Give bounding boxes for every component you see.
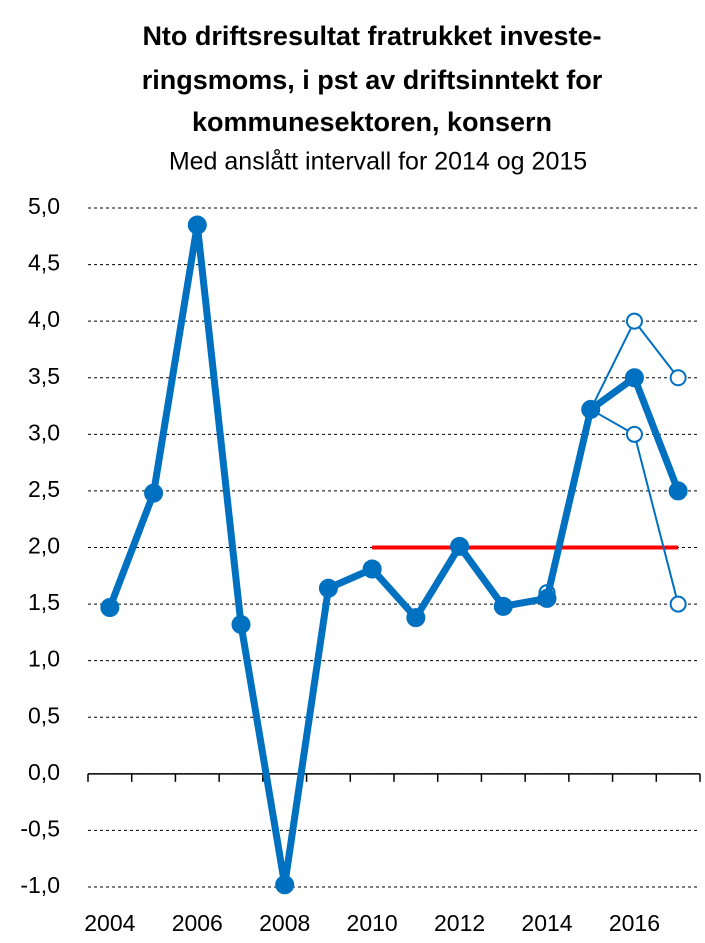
y-tick-label: 1,5	[28, 589, 60, 615]
point	[668, 481, 688, 501]
y-tick-label: 4,0	[28, 306, 60, 332]
x-tick-label: 2004	[84, 910, 135, 936]
chart-title: ringsmoms, i pst av driftsinntekt for	[142, 65, 603, 95]
y-tick-label: -1,0	[20, 872, 60, 898]
point	[493, 596, 513, 616]
point	[581, 399, 601, 419]
x-tick-label: 2010	[347, 910, 398, 936]
point	[669, 369, 687, 387]
y-tick-label: 0,0	[28, 759, 60, 785]
y-tick-label: 2,0	[28, 533, 60, 559]
y-tick-label: 0,5	[28, 702, 60, 728]
y-tick-label: 5,0	[28, 193, 60, 219]
point	[624, 368, 644, 388]
x-tick-label: 2006	[172, 910, 223, 936]
chart-title: Nto driftsresultat fratrukket investe-	[142, 21, 601, 51]
x-tick-label: 2008	[259, 910, 310, 936]
y-tick-label: 3,0	[28, 419, 60, 445]
x-tick-label: 2012	[434, 910, 485, 936]
point	[275, 875, 295, 895]
y-tick-label: -0,5	[20, 815, 60, 841]
point	[450, 536, 470, 556]
point	[144, 483, 164, 503]
point	[625, 312, 643, 330]
y-tick-label: 3,5	[28, 363, 60, 389]
point	[625, 425, 643, 443]
point	[362, 559, 382, 579]
point	[318, 578, 338, 598]
point	[100, 597, 120, 617]
point	[231, 614, 251, 634]
series-line	[546, 320, 679, 593]
x-tick-label: 2014	[521, 910, 572, 936]
chart-subtitle: Med anslått intervall for 2014 og 2015	[169, 148, 587, 176]
y-tick-label: 2,5	[28, 476, 60, 502]
series-line	[106, 221, 682, 889]
point	[669, 595, 687, 613]
point	[406, 608, 426, 628]
point	[187, 215, 207, 235]
x-tick-label: 2016	[609, 910, 660, 936]
y-tick-label: 4,5	[28, 250, 60, 276]
point	[537, 588, 557, 608]
chart-title: kommunesektoren, konsern	[192, 107, 552, 137]
y-tick-label: 1,0	[28, 646, 60, 672]
